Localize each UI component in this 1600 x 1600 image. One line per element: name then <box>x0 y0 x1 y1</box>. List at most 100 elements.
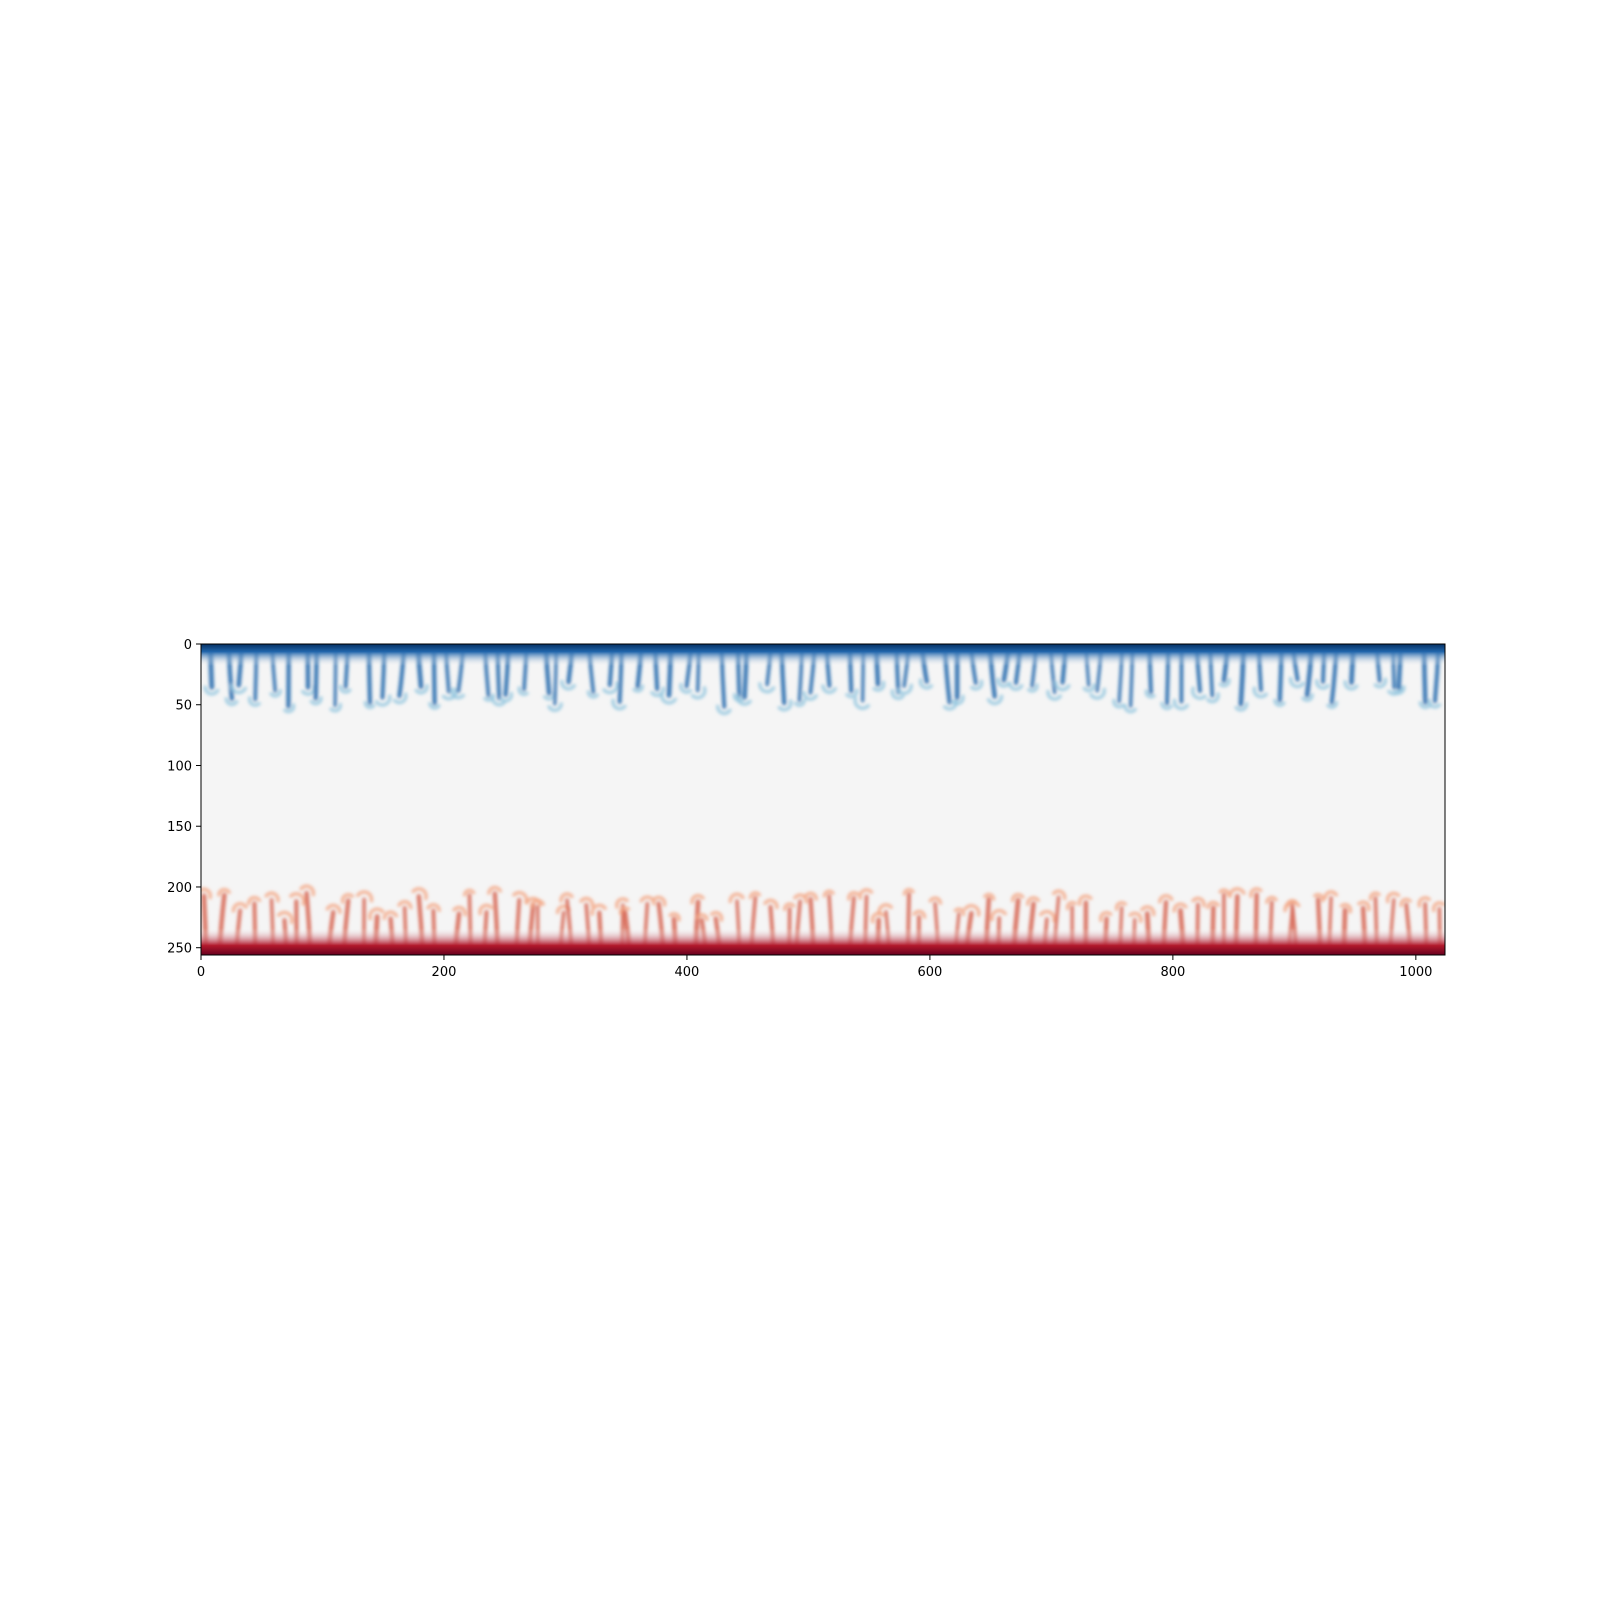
cold-plume-cap <box>821 684 838 695</box>
cold-plume-cap <box>224 696 239 707</box>
cold-plume-cap <box>660 692 678 705</box>
cold-plume-cap <box>309 696 323 706</box>
y-tick-label-150: 150 <box>167 820 192 835</box>
cold-plume-cap <box>679 682 693 694</box>
cold-plume-cap <box>1427 698 1442 709</box>
cold-plume-cap <box>229 683 248 695</box>
cold-plume-cap <box>247 695 262 707</box>
hot-plume-cap <box>1385 891 1401 904</box>
cold-plume-cap <box>1288 676 1306 689</box>
hot-plume-cap <box>902 887 916 896</box>
cold-plume-cap <box>338 684 352 694</box>
cold-plume-cap <box>890 688 906 701</box>
hot-plume-cap <box>1265 895 1279 905</box>
hot-plume-cap <box>1312 892 1325 903</box>
hot-plume-cap <box>340 892 355 905</box>
hot-plume-cap <box>1339 902 1353 914</box>
cold-plume-cap <box>1144 688 1157 699</box>
cold-plume-cap <box>611 698 628 711</box>
cold-plume-cap <box>1233 701 1249 712</box>
cold-plume-cap <box>1112 698 1126 709</box>
cold-plume-cap <box>1315 678 1331 690</box>
cold-plume-cap <box>328 702 343 713</box>
cold-plume-cap <box>1172 698 1190 711</box>
cold-plume-cap <box>996 677 1011 688</box>
hot-plume-cap <box>231 902 249 913</box>
hot-plume-cap <box>1417 896 1432 909</box>
hot-plume-cap <box>1172 902 1188 913</box>
hot-plume-cap <box>928 896 943 905</box>
cold-plume-cap <box>758 681 776 694</box>
cold-plume-cap <box>918 677 934 690</box>
y-tick-label-50: 50 <box>175 699 192 714</box>
hot-plume-cap <box>783 902 796 912</box>
cold-plume-cap <box>895 683 913 695</box>
cold-plume-cap <box>844 688 859 699</box>
x-tick-label-600: 600 <box>917 965 942 980</box>
hot-plume-cap <box>524 896 542 907</box>
hot-plume-cap <box>559 892 575 903</box>
hot-plume-cap <box>529 898 546 909</box>
cold-plume-cap <box>777 698 793 712</box>
cold-plume-cap <box>392 691 408 705</box>
cold-plume-cap <box>1082 682 1096 693</box>
cold-plume-cap <box>428 701 441 710</box>
hot-plume-cap <box>709 910 724 923</box>
hot-plume-cap <box>451 905 467 917</box>
hot-plume-cap <box>426 903 441 913</box>
hot-plume-cap <box>1285 898 1299 909</box>
hot-plume-cap <box>1368 891 1382 902</box>
hot-plume-cap <box>487 885 503 895</box>
cold-plume-cap <box>1252 686 1269 699</box>
hot-plume-cap <box>748 891 762 900</box>
y-tick-label-250: 250 <box>167 942 192 957</box>
hot-plume-cap <box>728 892 746 904</box>
cold-plume-cap <box>716 704 733 716</box>
hot-plume-cap <box>355 890 374 903</box>
cold-plume-cap <box>498 691 514 703</box>
hot-plume-cap <box>1218 888 1231 897</box>
cold-plume-cap <box>950 694 965 706</box>
hot-plume-cap <box>639 895 656 906</box>
x-axis: 0 200 400 600 800 1000 <box>197 955 1432 980</box>
hot-plume-cap <box>1065 900 1078 911</box>
cold-plume-cap <box>374 694 392 707</box>
hot-plume-cap <box>668 912 681 923</box>
hot-plume-cap <box>276 910 294 925</box>
cold-plume-cap <box>1273 698 1287 707</box>
hot-plume-cap <box>1249 887 1263 899</box>
hot-plume-cap <box>1399 897 1413 908</box>
cold-plume-cap <box>736 694 753 706</box>
hot-plume-cap <box>822 889 836 898</box>
hot-plume-cap <box>478 903 494 916</box>
cold-plume-cap <box>969 678 984 691</box>
hot-plume-cap <box>1158 893 1174 904</box>
cold-plume-cap <box>1160 701 1174 711</box>
plot-area <box>201 644 1445 955</box>
cold-plume-cap <box>1190 685 1208 700</box>
hot-plume-cap <box>963 904 981 917</box>
hot-plume-cap <box>578 896 595 908</box>
cold-plume-cap <box>268 688 282 698</box>
hot-plume-cap <box>792 893 808 904</box>
hot-plume-cap <box>695 912 709 922</box>
cold-plume-cap <box>649 686 666 698</box>
cold-plume-cap <box>802 690 819 701</box>
cold-plume-cap <box>690 685 707 700</box>
cold-plume-cap <box>1088 687 1106 700</box>
hot-plume-cap <box>690 893 706 905</box>
hot-plume-cap <box>618 906 631 916</box>
cold-plume-cap <box>1046 689 1063 701</box>
hot-plume-cap <box>247 895 262 906</box>
cold-plume-cap <box>1325 700 1339 709</box>
cold-plume-cap <box>203 685 220 696</box>
hot-plume-cap <box>325 903 342 915</box>
hot-plume-cap <box>990 908 1008 922</box>
hot-plume-cap <box>368 907 385 921</box>
cold-plume-cap <box>414 683 429 695</box>
hot-boundary-layer <box>201 928 1445 955</box>
hot-plume-cap <box>877 903 894 916</box>
hot-plume-cap <box>590 903 608 917</box>
x-tick-label-1000: 1000 <box>1399 965 1432 980</box>
